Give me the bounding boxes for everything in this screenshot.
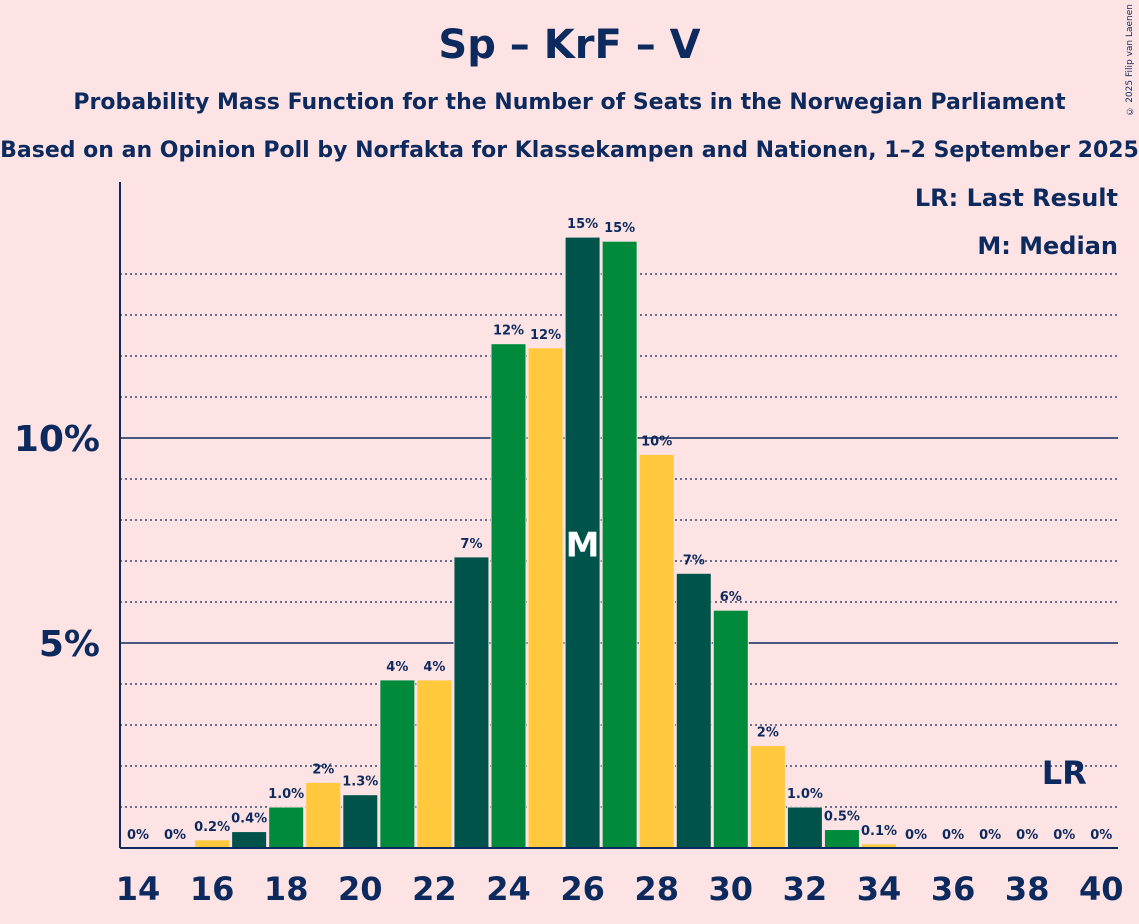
bar-value-label: 1.0%: [268, 787, 304, 802]
bar: [231, 831, 268, 849]
bar-value-label: 1.0%: [787, 787, 823, 802]
bar-value-label: 0%: [942, 828, 964, 843]
x-tick-label: 30: [709, 870, 754, 908]
bar-value-label: 6%: [720, 590, 742, 605]
bar-value-label: 0%: [905, 828, 927, 843]
bar: [268, 806, 305, 849]
bar-value-label: 4%: [423, 660, 445, 675]
bar-value-label: 15%: [567, 217, 598, 232]
bar: [194, 839, 231, 849]
x-tick-label: 22: [412, 870, 457, 908]
bar: [786, 806, 823, 849]
x-tick-label: 28: [634, 870, 679, 908]
bar-value-label: 2%: [757, 726, 779, 741]
legend-last-result: LR: Last Result: [914, 184, 1118, 212]
bar: [416, 679, 453, 849]
bar-value-label: 0.5%: [824, 810, 860, 825]
median-marker: M: [566, 526, 600, 566]
y-tick-label: 5%: [39, 624, 100, 665]
chart-title: Sp – KrF – V: [438, 22, 701, 68]
x-tick-label: 18: [264, 870, 309, 908]
bar: [601, 240, 638, 849]
x-tick-label: 36: [931, 870, 976, 908]
bar-value-label: 0%: [1090, 828, 1112, 843]
bar-value-label: 2%: [312, 762, 334, 777]
bar-value-label: 7%: [460, 537, 482, 552]
bar: [342, 794, 379, 849]
bar-value-label: 0%: [1016, 828, 1038, 843]
bar: [823, 829, 860, 849]
bar-value-label: 0.2%: [194, 820, 230, 835]
bar-value-label: 0%: [979, 828, 1001, 843]
bar: [305, 781, 342, 849]
chart-subtitle: Probability Mass Function for the Number…: [73, 90, 1066, 115]
x-tick-label: 34: [857, 870, 902, 908]
x-tick-label: 38: [1005, 870, 1050, 908]
bar: [675, 572, 712, 849]
last-result-marker: LR: [1042, 754, 1087, 792]
bar: [564, 236, 601, 849]
y-tick-label: 10%: [14, 419, 100, 460]
bar: [527, 347, 564, 849]
chart-subtitle-source: Based on an Opinion Poll by Norfakta for…: [0, 138, 1139, 163]
bar: [712, 609, 749, 849]
bar-value-label: 4%: [386, 660, 408, 675]
bar: [749, 745, 786, 849]
bar: [490, 343, 527, 849]
bar: [453, 556, 490, 849]
x-tick-label: 20: [338, 870, 383, 908]
x-tick-label: 32: [783, 870, 828, 908]
bar-value-label: 1.3%: [342, 775, 378, 790]
x-tick-label: 16: [190, 870, 235, 908]
bar-value-label: 10%: [641, 434, 672, 449]
bar-value-label: 12%: [530, 328, 561, 343]
x-tick-label: 40: [1079, 870, 1124, 908]
bar-value-label: 7%: [683, 553, 705, 568]
bar-value-label: 0%: [1053, 828, 1075, 843]
bar-value-label: 0.4%: [231, 812, 267, 827]
bar-value-label: 0%: [127, 828, 149, 843]
bar: [379, 679, 416, 849]
x-tick-label: 14: [116, 870, 161, 908]
x-tick-label: 26: [560, 870, 605, 908]
bar: [638, 453, 675, 849]
legend-median: M: Median: [977, 232, 1118, 260]
bar-value-label: 12%: [493, 324, 524, 339]
bar-value-label: 0%: [164, 828, 186, 843]
bar-value-label: 0.1%: [861, 824, 897, 839]
x-tick-label: 24: [486, 870, 531, 908]
bar-value-label: 15%: [604, 221, 635, 236]
